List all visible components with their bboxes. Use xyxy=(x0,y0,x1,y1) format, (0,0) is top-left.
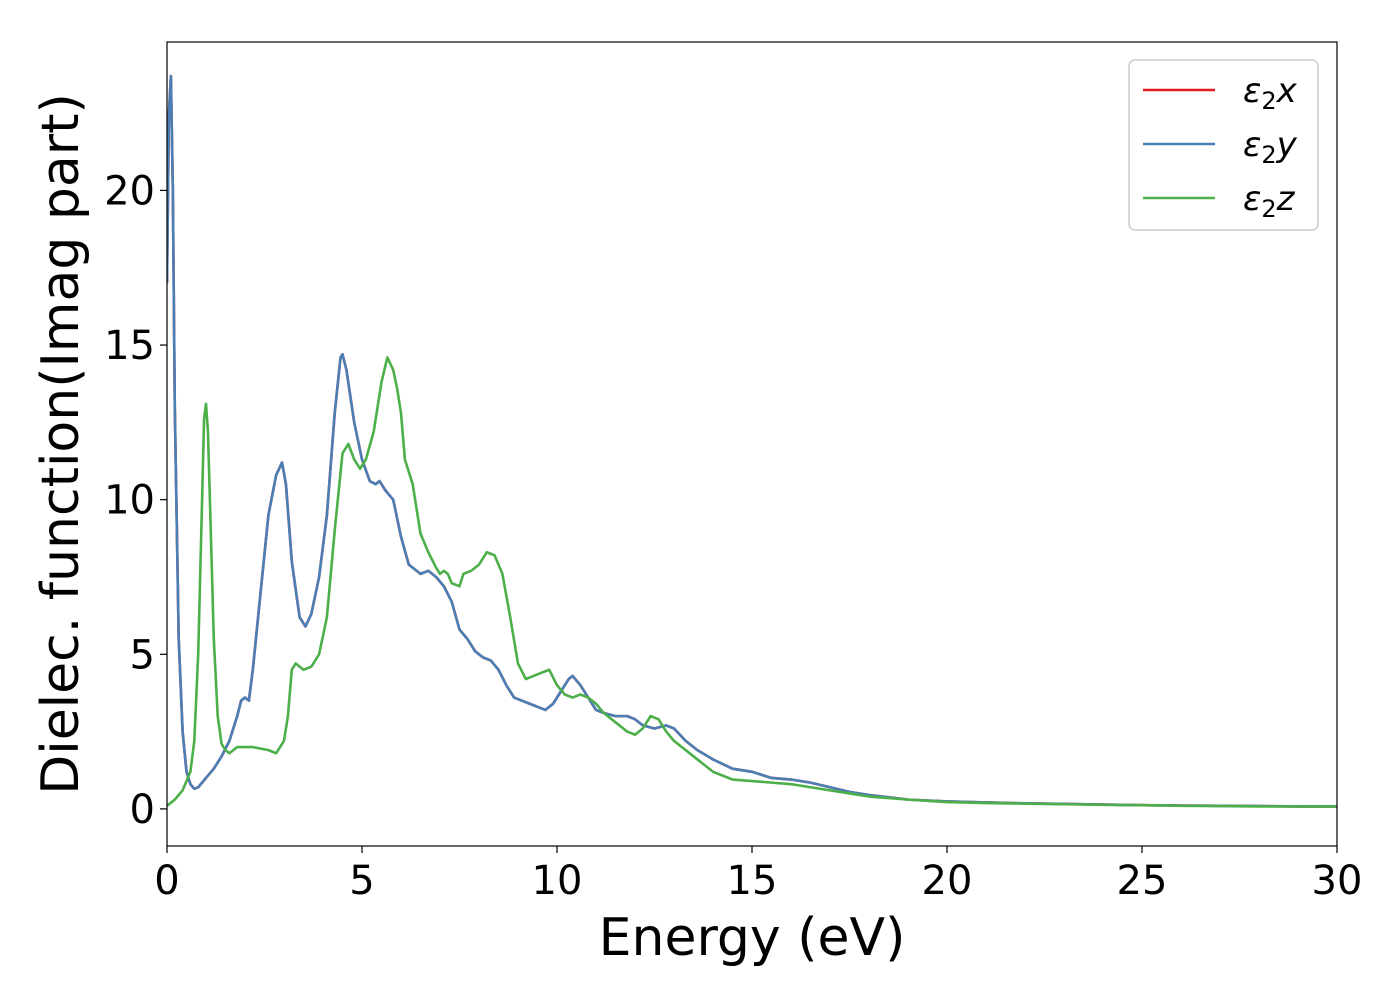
legend-label-x: ε2x xyxy=(1243,71,1298,115)
x-tick-label: 0 xyxy=(154,858,179,904)
y-tick-label: 20 xyxy=(104,168,155,214)
x-tick-label: 15 xyxy=(727,858,778,904)
y-axis-label: Dielec. function(Imag part) xyxy=(31,93,91,795)
x-tick-label: 25 xyxy=(1117,858,1168,904)
legend-label-z: ε2z xyxy=(1243,179,1296,223)
y-tick-label: 0 xyxy=(130,787,155,833)
legend-label-y: ε2y xyxy=(1243,125,1298,169)
x-axis-label: Energy (eV) xyxy=(599,908,906,968)
legend: ε2x ε2y ε2z xyxy=(1128,59,1319,231)
legend-box xyxy=(1128,59,1319,231)
x-tick-label: 5 xyxy=(349,858,374,904)
x-axis-ticks: 0 5 10 15 20 25 30 xyxy=(154,846,1362,904)
y-tick-label: 10 xyxy=(104,478,155,524)
y-tick-label: 15 xyxy=(104,323,155,369)
x-tick-label: 20 xyxy=(922,858,973,904)
plot-lines xyxy=(167,74,1337,808)
y-axis-ticks: 0 5 10 15 20 xyxy=(104,168,167,833)
series-line-z xyxy=(167,356,1337,808)
x-tick-label: 30 xyxy=(1312,858,1363,904)
series-line-y xyxy=(167,74,1337,808)
x-tick-label: 10 xyxy=(532,858,583,904)
y-tick-label: 5 xyxy=(130,632,155,678)
